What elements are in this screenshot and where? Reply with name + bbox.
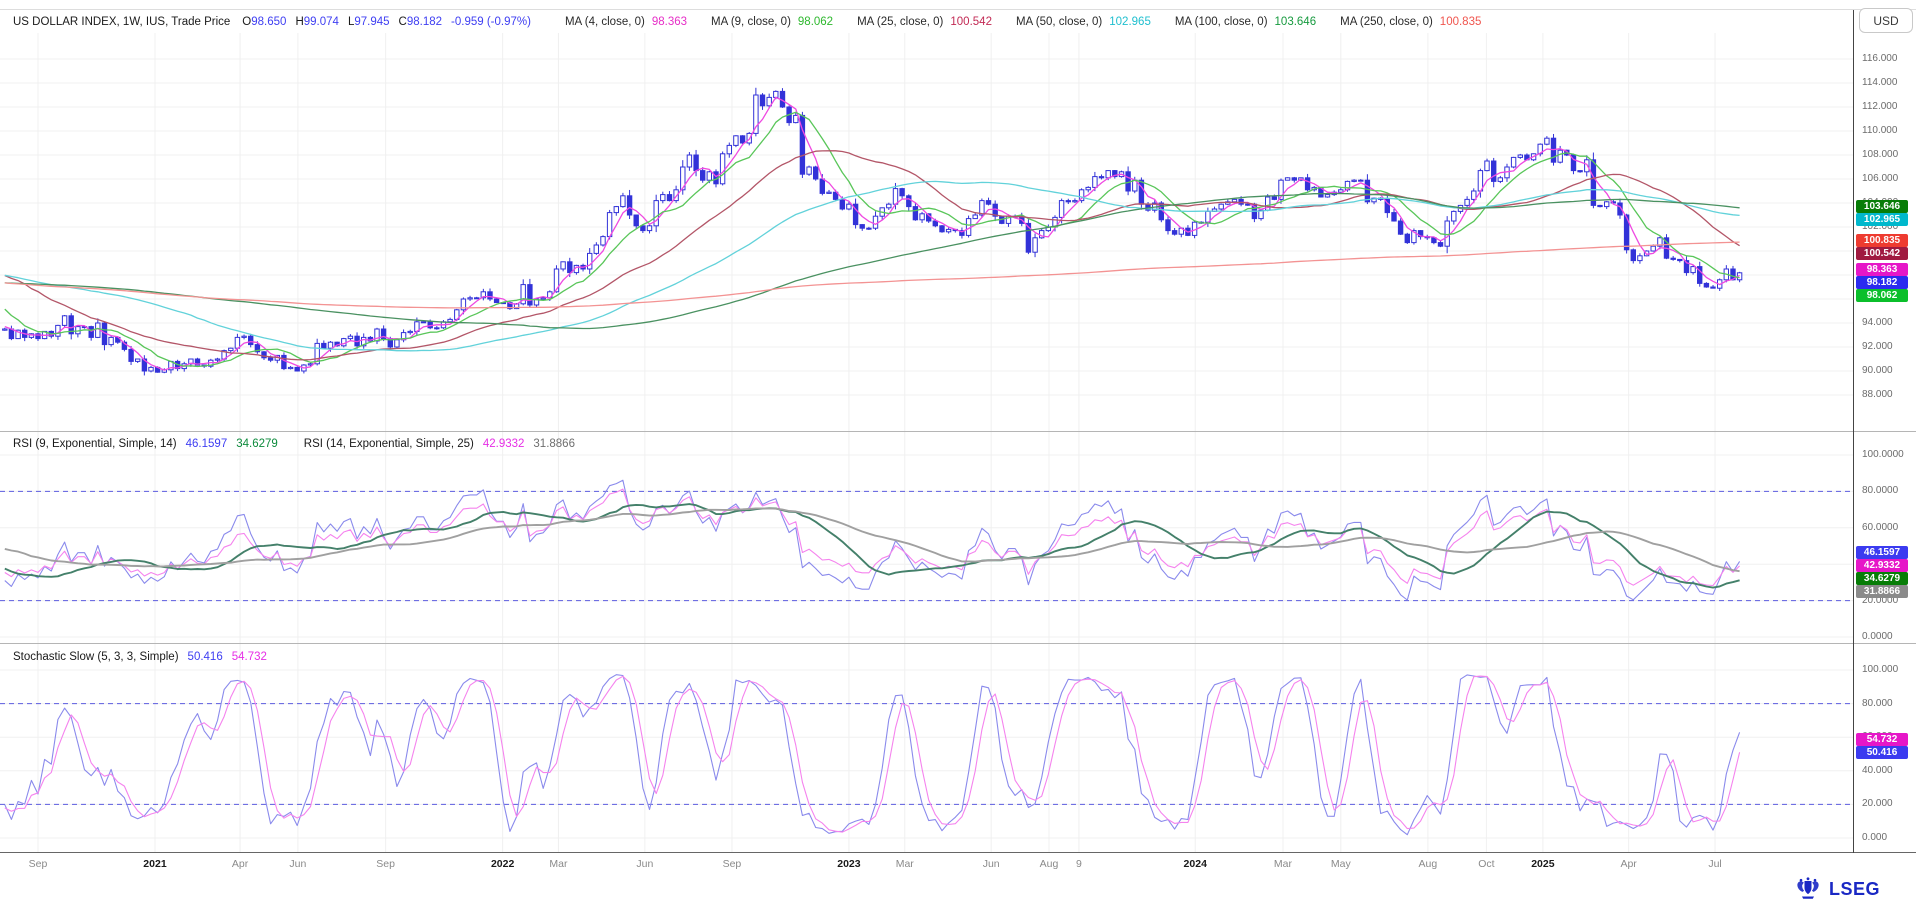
time-tick-month: Jul bbox=[1708, 858, 1722, 870]
rsi-axis-label: 60.0000 bbox=[1862, 521, 1899, 533]
price-chart-canvas[interactable] bbox=[0, 0, 1853, 853]
price-badge: 103.646 bbox=[1856, 200, 1908, 213]
time-axis-line bbox=[0, 852, 1916, 853]
candlestick-series[interactable] bbox=[2, 87, 1743, 376]
ohlc-pair: O98.650 bbox=[242, 16, 287, 28]
price-axis-border bbox=[1853, 10, 1854, 853]
panel-divider-rsi-stoch[interactable] bbox=[0, 643, 1916, 644]
time-tick-month: Jun bbox=[289, 858, 307, 870]
time-tick-month: Sep bbox=[376, 858, 395, 870]
rsi-left-label: RSI (9, Exponential, Simple, 14) bbox=[13, 438, 177, 450]
time-tick-month: Apr bbox=[1620, 858, 1637, 870]
price-axis-label: 90.000 bbox=[1862, 365, 1893, 376]
time-tick-month: Aug bbox=[1039, 858, 1059, 870]
lseg-logo: LSEG bbox=[1793, 877, 1880, 901]
stoch-axis-label: 0.000 bbox=[1862, 832, 1888, 843]
stoch-badge: 50.416 bbox=[1856, 746, 1908, 759]
rsi-axis-label: 100.0000 bbox=[1862, 449, 1904, 460]
ohlc-pair: C98.182 bbox=[398, 16, 443, 28]
stochastic-label: Stochastic Slow (5, 3, 3, Simple) bbox=[13, 651, 179, 663]
panel-divider-main-rsi[interactable] bbox=[0, 431, 1916, 432]
time-tick-month: Jun bbox=[982, 858, 1000, 870]
time-tick-year: 2023 bbox=[837, 858, 861, 870]
price-badge: 100.835 bbox=[1856, 234, 1908, 247]
price-axis-label: 94.000 bbox=[1862, 317, 1893, 328]
time-tick-month: Apr bbox=[231, 858, 249, 870]
ma-legend-items: MA (4, close, 0) 98.363 MA (9, close, 0) 98… bbox=[541, 16, 1481, 28]
ma-legend-item[interactable]: MA (9, close, 0) 98.062 bbox=[711, 16, 834, 28]
stochastic-value-k: 50.416 bbox=[187, 651, 223, 663]
rsi-right-label: RSI (14, Exponential, Simple, 25) bbox=[303, 438, 474, 450]
rsi-lines bbox=[4, 479, 1741, 601]
rsi-axis-label: 0.0000 bbox=[1862, 631, 1893, 642]
stoch-axis-label: 20.000 bbox=[1862, 798, 1893, 810]
price-badge: 98.062 bbox=[1856, 289, 1908, 302]
ohlc-pair: H99.074 bbox=[295, 16, 339, 28]
price-axis-label: 108.000 bbox=[1862, 149, 1899, 160]
price-badge: 100.542 bbox=[1856, 247, 1908, 260]
top-border bbox=[0, 9, 1916, 10]
price-axis-label: 102.000 bbox=[1862, 221, 1899, 232]
time-tick-month: Mar bbox=[1273, 858, 1293, 870]
price-badge: 102.965 bbox=[1856, 213, 1908, 226]
time-tick-month: Sep bbox=[28, 858, 48, 870]
currency-axis-button[interactable]: USD bbox=[1859, 8, 1913, 33]
price-axis-label: 88.000 bbox=[1862, 389, 1893, 400]
price-axis-label: 92.000 bbox=[1862, 341, 1893, 352]
overbought-oversold-bands bbox=[0, 490, 1853, 805]
time-tick-month: Sep bbox=[722, 858, 742, 870]
moving-average-lines bbox=[4, 96, 1740, 371]
ma-legend-item[interactable]: MA (4, close, 0) 98.363 bbox=[564, 16, 688, 28]
rsi-badge: 31.8866 bbox=[1856, 585, 1908, 598]
rsi-badge: 46.1597 bbox=[1856, 546, 1908, 559]
rsi-value-1: 46.1597 bbox=[185, 438, 228, 450]
time-tick-month: 9 bbox=[1075, 858, 1082, 870]
price-badge: 98.182 bbox=[1856, 276, 1908, 289]
time-tick-month: Mar bbox=[895, 858, 914, 870]
change-value: -0.959 (-0.97%) bbox=[451, 16, 531, 28]
lseg-crest-icon bbox=[1797, 877, 1819, 899]
instrument-title[interactable]: US DOLLAR INDEX, 1W, IUS, Trade Price bbox=[13, 16, 231, 28]
time-tick-month: May bbox=[1330, 858, 1351, 870]
rsi-value-4: 31.8866 bbox=[533, 438, 575, 450]
time-tick-month: Mar bbox=[549, 858, 568, 870]
instrument-legend: US DOLLAR INDEX, 1W, IUS, Trade Price O9… bbox=[13, 13, 1481, 31]
ohlc-values: O98.650 H99.074 L97.945 C98.182 bbox=[242, 16, 451, 28]
rsi-value-2: 34.6279 bbox=[236, 438, 278, 450]
stoch-badge: 54.732 bbox=[1856, 733, 1908, 746]
time-tick-month: Jun bbox=[636, 858, 654, 870]
lseg-logo-text: LSEG bbox=[1829, 878, 1881, 899]
time-tick-year: 2021 bbox=[143, 858, 167, 870]
ma-legend-item[interactable]: MA (50, close, 0) 102.965 bbox=[1015, 16, 1151, 28]
stoch-axis-label: 80.000 bbox=[1862, 697, 1893, 709]
stoch-axis-label: 40.000 bbox=[1862, 764, 1893, 776]
ma-legend-item[interactable]: MA (100, close, 0) 103.646 bbox=[1174, 16, 1317, 28]
stochastic-lines bbox=[4, 674, 1741, 836]
price-axis-label: 112.000 bbox=[1862, 101, 1898, 112]
time-tick-year: 2025 bbox=[1531, 858, 1555, 870]
price-badge: 98.363 bbox=[1856, 263, 1908, 276]
time-tick-month: Aug bbox=[1418, 858, 1438, 870]
ma-legend-item[interactable]: MA (250, close, 0) 100.835 bbox=[1340, 16, 1482, 28]
stochastic-panel-header[interactable]: Stochastic Slow (5, 3, 3, Simple) 50.416… bbox=[13, 651, 267, 663]
time-tick-year: 2024 bbox=[1183, 858, 1207, 870]
rsi-value-3: 42.9332 bbox=[482, 438, 525, 450]
ma-legend-item[interactable]: MA (25, close, 0) 100.542 bbox=[857, 16, 992, 28]
stochastic-value-d: 54.732 bbox=[231, 651, 267, 663]
rsi-badge: 42.9332 bbox=[1856, 559, 1908, 572]
time-tick-year: 2022 bbox=[490, 858, 515, 870]
ohlc-pair: L97.945 bbox=[347, 16, 390, 28]
rsi-badge: 34.6279 bbox=[1856, 572, 1908, 585]
rsi-axis-label: 80.0000 bbox=[1862, 485, 1899, 497]
price-axis-label: 106.000 bbox=[1862, 173, 1899, 184]
rsi-axis-label: 20.0000 bbox=[1862, 594, 1899, 606]
rsi-panel-header[interactable]: RSI (9, Exponential, Simple, 14) 46.1597… bbox=[13, 438, 575, 450]
price-axis-label: 116.000 bbox=[1862, 53, 1898, 64]
stoch-axis-label: 100.000 bbox=[1862, 664, 1899, 675]
time-tick-month: Oct bbox=[1478, 858, 1495, 870]
price-axis-label: 110.000 bbox=[1862, 125, 1898, 136]
price-axis-label: 114.000 bbox=[1862, 77, 1898, 88]
